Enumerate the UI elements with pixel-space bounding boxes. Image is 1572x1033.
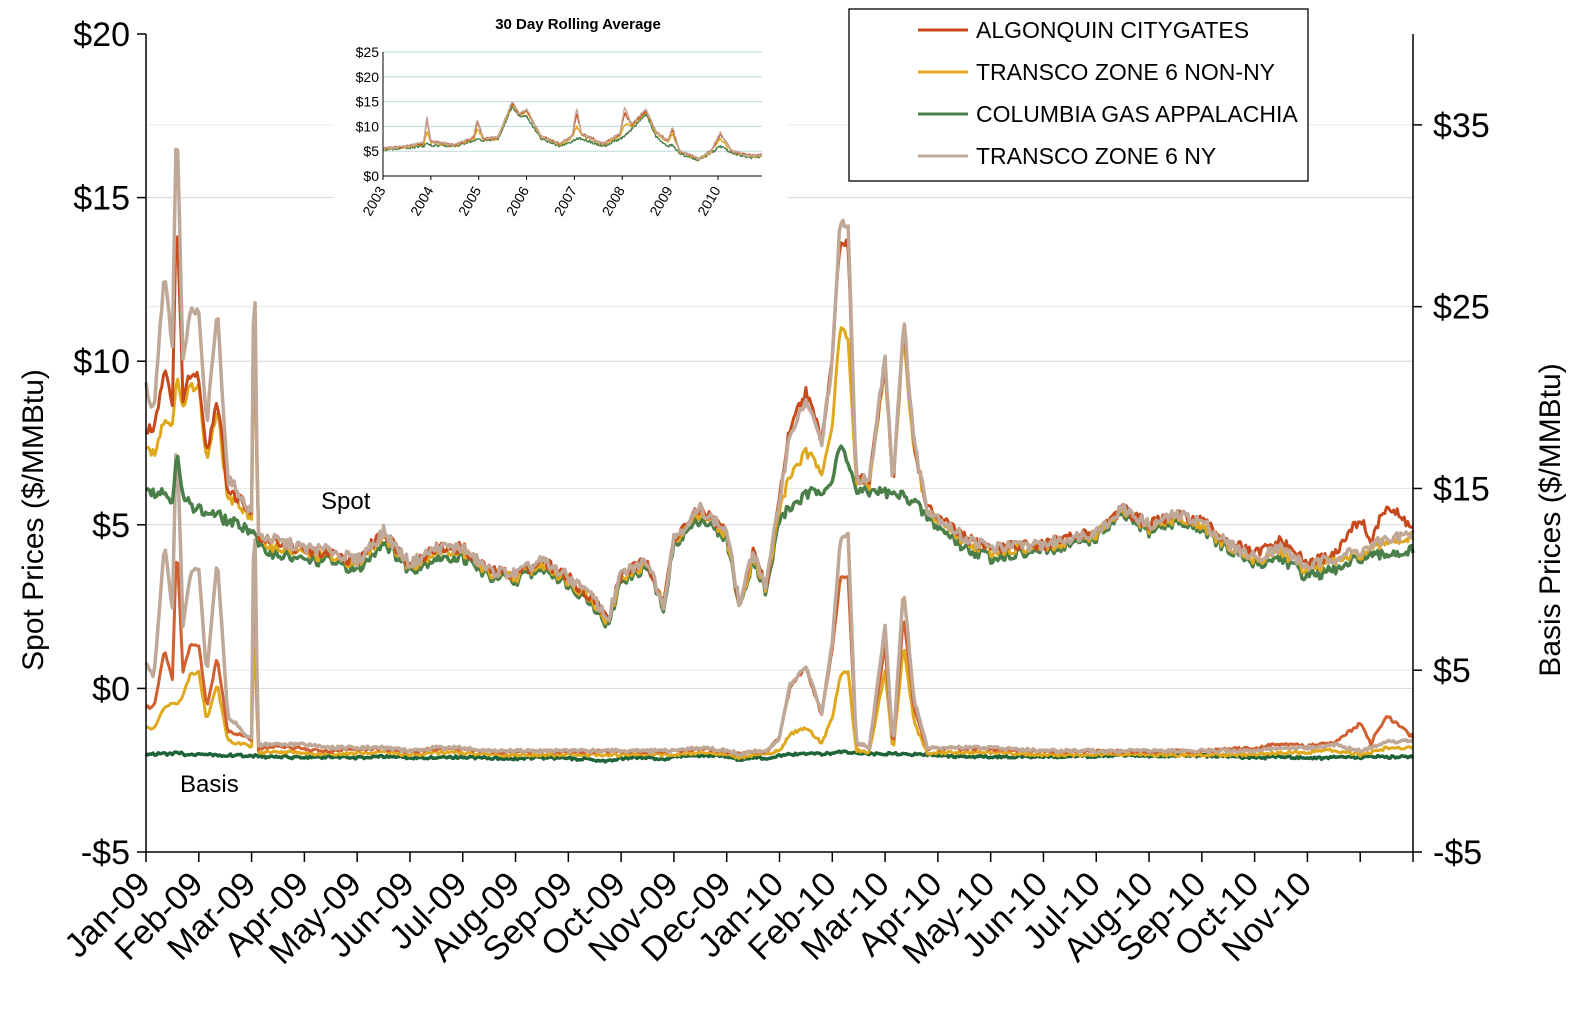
- spot-line-tz6ny: [144, 147, 1415, 623]
- legend-label-algonquin: ALGONQUIN CITYGATES: [976, 17, 1249, 43]
- inset-y-tick-label: $10: [356, 118, 380, 134]
- y-axis-left-title: Spot Prices ($/MMBtu): [17, 369, 50, 671]
- basis-line-tz6ny: [144, 453, 1415, 758]
- inset-background: [334, 6, 788, 270]
- y-right-tick-label: $35: [1433, 107, 1490, 145]
- inset-y-tick-label: $5: [363, 143, 379, 159]
- basis-annotation: Basis: [180, 771, 239, 798]
- y-left-tick-label: $15: [73, 180, 130, 218]
- y-right-tick-label: $25: [1433, 289, 1490, 327]
- y-left-tick-label: $0: [92, 670, 130, 708]
- series-layer: [144, 147, 1415, 764]
- legend-box: [848, 8, 1309, 182]
- inset-y-tick-label: $15: [356, 94, 380, 110]
- spot-line-tz6nonny: [145, 326, 1415, 625]
- basis-line-tz6nonny: [145, 648, 1414, 761]
- inset-line-tz6ny: [382, 101, 763, 161]
- legend-label-columbia: COLUMBIA GAS APPALACHIA: [976, 101, 1298, 127]
- basis-line-algonquin: [144, 560, 1415, 757]
- y-axis-right-title: Basis Prices ($/MMBtu): [1534, 363, 1567, 676]
- spot-annotation: Spot: [321, 488, 371, 515]
- legend: ALGONQUIN CITYGATES TRANSCO ZONE 6 NON-N…: [848, 8, 1309, 182]
- y-left-tick-label: $10: [73, 343, 130, 381]
- y-right-tick-label: -$5: [1433, 834, 1482, 872]
- inset-series: [382, 101, 763, 162]
- y-left-tick-label: -$5: [81, 834, 130, 872]
- inset-y-tick-label: $0: [363, 168, 379, 184]
- inset-y-tick-label: $20: [356, 69, 380, 85]
- legend-label-transco-ny: TRANSCO ZONE 6 NY: [976, 143, 1216, 169]
- inset-grid: [383, 51, 762, 152]
- y-right-tick-label: $5: [1433, 652, 1471, 690]
- inset-y-tick-label: $25: [356, 44, 380, 60]
- y-right-tick-label: $15: [1433, 470, 1490, 508]
- inset-chart: 30 Day Rolling Average $25$20$15$10$5$02…: [334, 6, 788, 270]
- y-left-tick-label: $5: [92, 507, 130, 545]
- legend-label-transco-non-ny: TRANSCO ZONE 6 NON-NY: [976, 59, 1275, 85]
- inset-title: 30 Day Rolling Average: [495, 16, 661, 33]
- y-left-tick-label: $20: [73, 16, 130, 54]
